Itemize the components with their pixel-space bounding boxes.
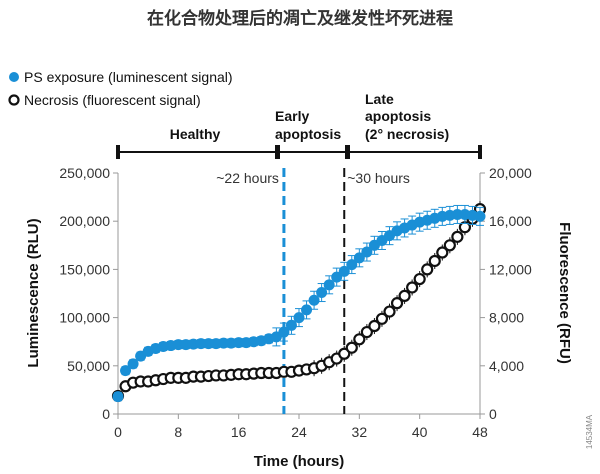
y2-tick-label: 8,000 [489, 310, 524, 326]
ps-point [127, 358, 139, 370]
ps-point [331, 271, 343, 283]
y2-axis-label: Fluorescence (RFU) [556, 222, 573, 364]
ps-point [218, 337, 230, 349]
ps-point [316, 287, 328, 299]
necrosis-point [338, 347, 351, 360]
annotation-label: ~22 hours [216, 170, 279, 186]
necrosis-point [451, 230, 464, 243]
necrosis-point [421, 263, 434, 276]
ps-point [474, 210, 486, 222]
necrosis-point [353, 333, 366, 346]
ps-point [353, 252, 365, 264]
y-tick-label: 50,000 [67, 358, 110, 374]
figure-code: 14534MA [585, 414, 594, 449]
necrosis-point [413, 272, 426, 286]
phase-bar: Healthy Early apoptosis Late apoptosis (… [116, 91, 482, 159]
phase-late-2: apoptosis [365, 108, 431, 124]
necrosis-point [436, 246, 449, 259]
phase-early-1: Early [275, 108, 309, 124]
necrosis-point [398, 289, 411, 303]
x-axis-label: Time (hours) [254, 453, 345, 470]
legend-label-ps: PS exposure (luminescent signal) [24, 69, 233, 85]
x-tick-label: 48 [472, 424, 488, 440]
chart-title: 在化合物处理后的凋亡及继发性坏死进程 [147, 8, 453, 28]
annotation-label: ~30 hours [347, 170, 410, 186]
x-tick-label: 24 [291, 424, 307, 440]
x-tick-label: 0 [114, 424, 122, 440]
x-tick-label: 32 [352, 424, 368, 440]
x-tick-label: 16 [231, 424, 247, 440]
y2-tick-label: 12,000 [489, 261, 532, 277]
y2-tick-label: 4,000 [489, 358, 524, 374]
y2-tick-label: 16,000 [489, 213, 532, 229]
y2-tick-label: 20,000 [489, 165, 532, 181]
necrosis-point [375, 312, 389, 325]
legend-marker-ps [9, 72, 19, 82]
necrosis-point [390, 297, 404, 310]
y-tick-label: 250,000 [59, 165, 110, 181]
necrosis-point [345, 341, 358, 354]
necrosis-point [428, 254, 441, 268]
ps-point [112, 391, 124, 403]
y-tick-label: 150,000 [59, 261, 110, 277]
ps-point [203, 338, 214, 350]
phase-late-1: Late [365, 91, 394, 107]
ps-point [120, 365, 132, 377]
legend: PS exposure (luminescent signal) Necrosi… [8, 69, 233, 108]
y-axis-label: Luminescence (RLU) [25, 218, 42, 367]
necrosis-point [406, 281, 419, 294]
legend-label-necrosis: Necrosis (fluorescent signal) [24, 92, 201, 108]
ps-point [301, 304, 313, 316]
necrosis-point [360, 325, 373, 339]
ps-point [308, 294, 320, 306]
necrosis-point [368, 319, 381, 333]
ps-point [338, 265, 350, 277]
ps-point [361, 246, 373, 258]
legend-marker-necrosis [8, 94, 20, 106]
ps-point [233, 337, 245, 349]
phase-healthy: Healthy [170, 126, 221, 142]
ps-point [278, 326, 290, 338]
ps-point [293, 312, 305, 324]
y2-tick-label: 0 [489, 406, 497, 422]
ps-point [285, 319, 297, 331]
necrosis-point [443, 239, 456, 252]
x-tick-label: 40 [412, 424, 428, 440]
x-tick-label: 8 [174, 424, 182, 440]
ps-point [346, 259, 358, 271]
necrosis-point [383, 305, 396, 318]
phase-late-3: (2° necrosis) [365, 126, 449, 142]
phase-early-2: apoptosis [275, 126, 341, 142]
ps-point [323, 279, 335, 291]
ps-point [172, 339, 184, 351]
y-tick-label: 0 [102, 406, 110, 422]
ps-point [195, 338, 207, 350]
y-tick-label: 100,000 [59, 310, 110, 326]
y-tick-label: 200,000 [59, 213, 110, 229]
ps-point [451, 208, 463, 220]
